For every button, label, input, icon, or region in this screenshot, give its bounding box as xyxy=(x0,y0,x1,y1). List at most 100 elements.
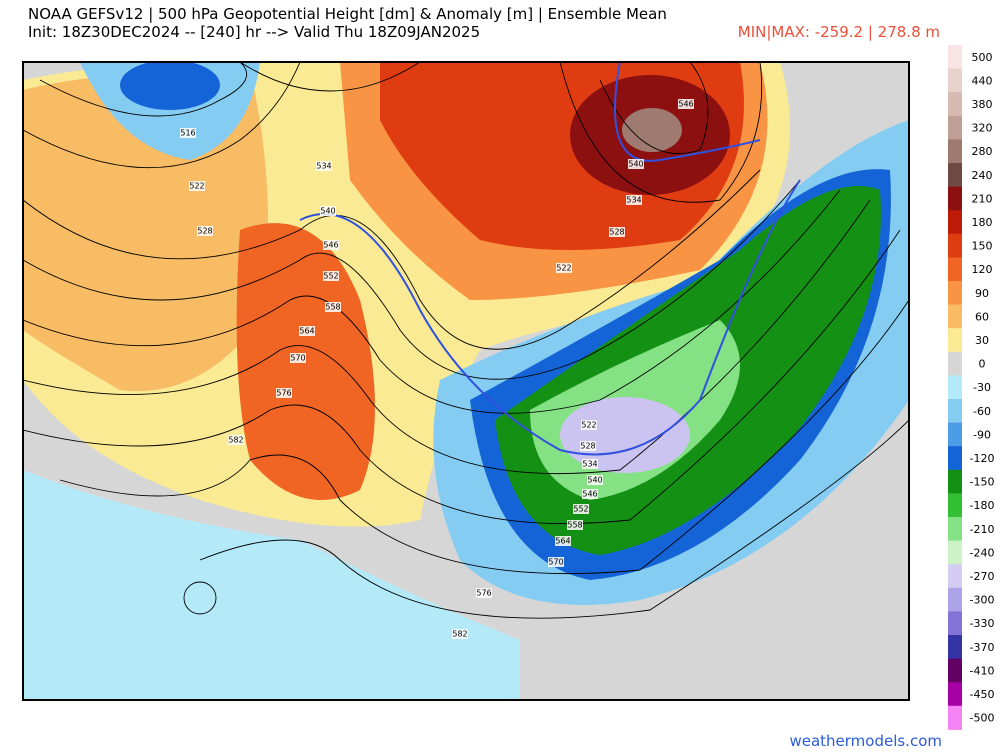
colorbar-swatch xyxy=(948,422,962,447)
colorbar-label: 320 xyxy=(972,122,993,135)
colorbar-swatch xyxy=(948,45,962,70)
colorbar-swatch xyxy=(948,68,962,93)
colorbar-label: -370 xyxy=(970,641,995,654)
colorbar-label: -410 xyxy=(970,664,995,677)
map: 516 522 528 534 540 546 552 558 564 570 576 582 546 5… xyxy=(23,62,909,700)
contour-label: 564 xyxy=(299,327,314,336)
colorbar-label: 90 xyxy=(975,287,989,300)
colorbar-label: 280 xyxy=(972,145,993,158)
anomaly-area xyxy=(120,62,220,110)
contour xyxy=(199,419,909,619)
anomaly-area xyxy=(23,470,520,700)
label-bg xyxy=(452,629,468,639)
colorbar-label: -240 xyxy=(970,546,995,559)
label-bg xyxy=(609,227,625,237)
colorbar-swatch xyxy=(948,611,962,636)
colorbar-label: 240 xyxy=(972,169,993,182)
contour-label: 552 xyxy=(573,505,588,514)
contour-label: 558 xyxy=(325,303,340,312)
colorbar-swatch xyxy=(948,163,962,188)
contour-label: 546 xyxy=(582,490,597,499)
colorbar-swatch xyxy=(948,186,962,211)
contour xyxy=(23,62,301,169)
label-bg xyxy=(548,557,564,567)
colorbar-label: -60 xyxy=(973,405,991,418)
colorbar-swatch xyxy=(948,469,962,494)
colorbar-swatch xyxy=(948,682,962,707)
label-bg xyxy=(626,195,642,205)
label-bg xyxy=(323,240,339,250)
colorbar-swatch xyxy=(948,587,962,612)
colorbar-swatch xyxy=(948,115,962,140)
colorbar-label: -30 xyxy=(973,381,991,394)
label-bg xyxy=(476,588,492,598)
colorbar-swatch xyxy=(948,658,962,683)
colorbar-swatch xyxy=(948,210,962,235)
contour-label: 522 xyxy=(581,421,596,430)
label-bg xyxy=(290,353,306,363)
label-bg xyxy=(582,459,598,469)
contour-540 xyxy=(614,62,761,162)
colorbar-label: -300 xyxy=(970,594,995,607)
colorbar-label: 210 xyxy=(972,192,993,205)
contour-label: 546 xyxy=(678,100,693,109)
contour-label: 528 xyxy=(197,227,212,236)
contours xyxy=(23,62,909,619)
contour xyxy=(559,62,763,203)
colorbar-swatch xyxy=(948,705,962,730)
contour xyxy=(23,229,901,525)
contour xyxy=(239,62,421,92)
contour-label: 522 xyxy=(556,264,571,273)
label-bg xyxy=(228,435,244,445)
colorbar-swatch xyxy=(948,351,962,376)
contour-label: 558 xyxy=(567,521,582,530)
contour-label: 528 xyxy=(609,228,624,237)
colorbar-swatch xyxy=(948,139,962,164)
label-bg xyxy=(573,504,589,514)
contour-label: 582 xyxy=(452,630,467,639)
colorbar-label: -180 xyxy=(970,499,995,512)
anomaly-area xyxy=(622,108,682,152)
colorbar-swatch xyxy=(948,92,962,117)
contour xyxy=(39,62,248,117)
label-bg xyxy=(180,128,196,138)
colorbar-swatch xyxy=(948,446,962,471)
contour-labels: 516 522 528 534 540 546 552 558 564 570 576 582 546 5… xyxy=(180,99,694,639)
colorbar-swatch xyxy=(948,257,962,282)
contour-label: 534 xyxy=(582,460,597,469)
contour-label: 576 xyxy=(476,589,491,598)
label-bg xyxy=(323,271,339,281)
label-bg xyxy=(325,302,341,312)
colorbar-label: 60 xyxy=(975,310,989,323)
colorbar-label: 440 xyxy=(972,74,993,87)
map-frame xyxy=(22,61,910,701)
colorbar-swatch xyxy=(948,304,962,329)
colorbar-swatch xyxy=(948,635,962,660)
label-bg xyxy=(628,159,644,169)
contour xyxy=(23,179,801,380)
colorbar-label: -150 xyxy=(970,476,995,489)
contour xyxy=(59,299,909,575)
colorbar-label: 120 xyxy=(972,263,993,276)
contour-label: 540 xyxy=(587,476,602,485)
colorbar-swatch xyxy=(948,517,962,542)
contour-label: 534 xyxy=(316,162,331,171)
colorbar-swatch xyxy=(948,281,962,306)
label-bg xyxy=(581,420,597,430)
contour-label: 546 xyxy=(323,241,338,250)
contour-label: 582 xyxy=(228,436,243,445)
colorbar-label: -500 xyxy=(970,712,995,725)
colorbar-label: -330 xyxy=(970,617,995,630)
contour-label: 534 xyxy=(626,196,641,205)
colorbar-swatch xyxy=(948,540,962,565)
label-bg xyxy=(580,441,596,451)
colorbar-label: 30 xyxy=(975,334,989,347)
label-bg xyxy=(189,181,205,191)
label-bg xyxy=(582,489,598,499)
contour-540 xyxy=(299,179,801,456)
contour-label: 570 xyxy=(290,354,305,363)
subtitle: Init: 18Z30DEC2024 -- [240] hr --> Valid… xyxy=(28,23,480,41)
colorbar-label: 150 xyxy=(972,240,993,253)
min-max: MIN|MAX: -259.2 | 278.8 m xyxy=(738,23,940,41)
